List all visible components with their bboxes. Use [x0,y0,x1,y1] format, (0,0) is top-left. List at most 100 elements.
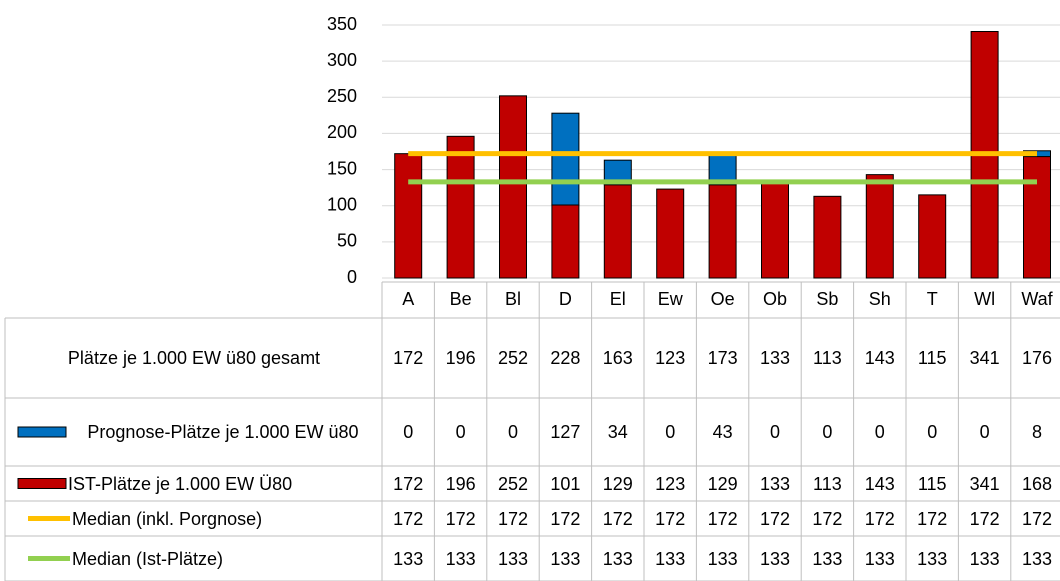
table-value: 133 [550,548,581,569]
y-tick-label: 200 [327,122,357,142]
row-label: IST-Plätze je 1.000 EW Ü80 [68,473,293,494]
x-tick-label: Waf [1021,289,1053,309]
y-tick-label: 300 [327,50,357,70]
bar-segment [656,188,685,279]
table-value: 172 [393,508,424,529]
table-value: 113 [813,348,842,368]
table-value: 0 [507,422,518,442]
table-value: 172 [497,508,529,529]
table-value: 129 [602,473,633,494]
table-value: 133 [497,548,529,569]
table-value: 133 [759,348,791,368]
table-value: 172 [602,508,633,529]
table-value: 143 [864,473,895,494]
legend-key [17,426,67,438]
row-label: Plätze je 1.000 EW ü80 gesamt [67,348,321,368]
y-tick-label: 0 [347,267,357,287]
table-value: 341 [969,473,1000,494]
table-value: 115 [917,473,947,494]
x-tick-label: Sb [816,289,838,309]
row-label: Median (Ist-Plätze) [72,548,224,569]
table-value: 8 [1031,422,1042,442]
bar-segment [603,184,632,279]
table-value: 133 [445,548,476,569]
table-value: 129 [707,473,738,494]
table-value: 341 [969,348,1000,368]
bar-segment [761,181,789,279]
table-value: 172 [655,508,686,529]
table-value: 0 [874,422,885,442]
table-value: 133 [707,548,738,569]
legend-key [17,478,67,489]
x-tick-label: T [927,289,938,309]
table-value: 133 [655,548,686,569]
table-value: 123 [655,348,686,368]
table-value: 133 [864,548,895,569]
table-value: 172 [393,348,424,368]
table-value: 0 [769,422,780,442]
x-tick-label: Ew [658,289,684,309]
y-tick-label: 150 [327,158,357,178]
table-value: 0 [665,422,676,442]
bar-segment [499,95,527,279]
bar-segment [1023,156,1051,279]
bar-segment [394,153,423,279]
table-value: 0 [403,422,414,442]
table-value: 228 [550,348,581,368]
table-value: 123 [655,473,686,494]
table-value: 172 [1021,508,1053,529]
table-value: 0 [822,422,833,442]
x-tick-label: Be [450,289,472,309]
y-tick-label: 350 [327,14,357,34]
table-value: 173 [707,348,738,368]
table-value: 176 [1021,348,1053,368]
table-value: 172 [393,473,424,494]
table-value: 172 [550,508,581,529]
table-value: 133 [602,548,633,569]
x-tick-label: Oe [711,289,735,309]
table-value: 133 [393,548,424,569]
table-value: 43 [712,422,733,442]
table-value: 163 [602,348,633,368]
table-value: 133 [759,548,791,569]
bar-segment [551,112,580,206]
bar-segment [708,184,737,279]
table-value: 252 [497,348,529,368]
table-value: 0 [979,422,990,442]
table-value: 172 [969,508,1000,529]
table-value: 252 [497,473,529,494]
table-value: 133 [917,548,948,569]
table-value: 0 [927,422,938,442]
table-value: 196 [445,473,476,494]
bar-segment [446,135,475,279]
x-tick-label: Bl [505,289,521,309]
table-value: 133 [1021,548,1053,569]
y-tick-label: 250 [327,86,357,106]
bar-segment [813,195,842,279]
table-value: 172 [759,508,791,529]
table-value: 133 [759,473,791,494]
table-value: 34 [607,422,628,442]
table-value: 133 [812,548,843,569]
x-tick-label: Ob [763,289,787,309]
x-tick-label: D [559,289,572,309]
table-value: 168 [1021,473,1053,494]
table-value: 133 [969,548,1000,569]
table-value: 101 [550,473,581,494]
y-tick-label: 50 [337,231,357,251]
table-value: 172 [445,508,476,529]
y-tick-label: 100 [327,194,357,214]
x-tick-label: Wl [974,289,995,309]
table-value: 127 [550,422,581,442]
table-value: 172 [864,508,895,529]
x-tick-label: Sh [869,289,891,309]
x-tick-label: A [402,289,414,309]
table-value: 196 [445,348,476,368]
row-label: Median (inkl. Porgnose) [72,508,263,529]
table-value: 172 [707,508,738,529]
table-value: 113 [813,473,842,494]
table-value: 115 [917,348,947,368]
bar-segment [865,174,894,279]
